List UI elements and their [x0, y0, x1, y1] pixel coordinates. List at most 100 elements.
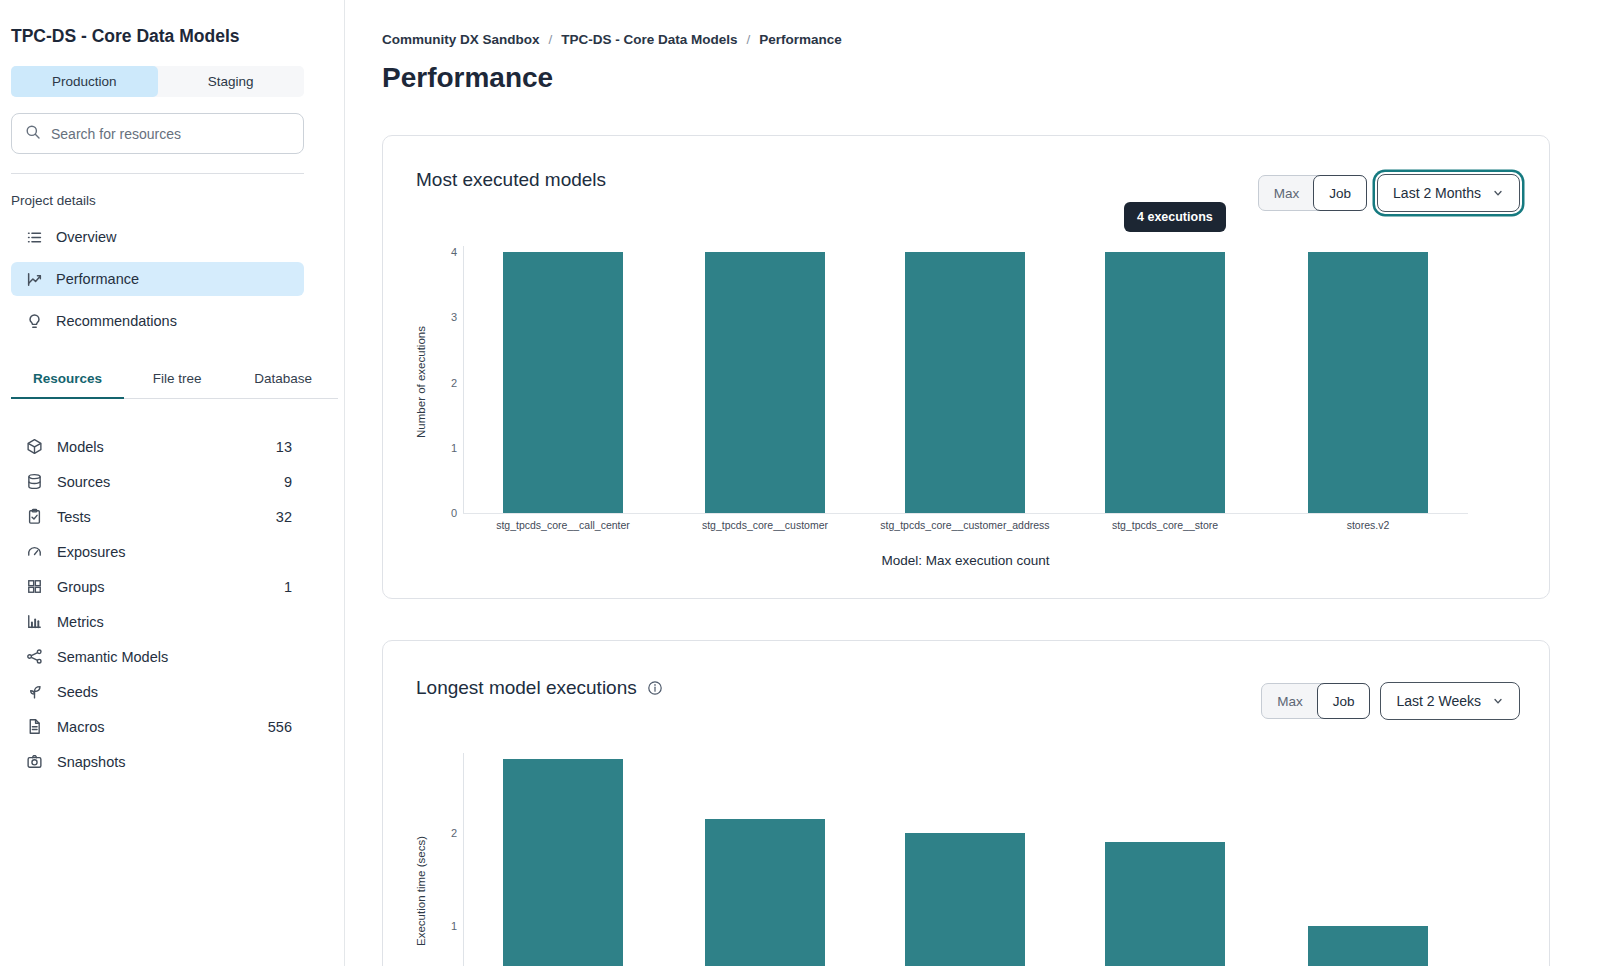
page-title: Performance: [382, 61, 1551, 95]
document-icon: [26, 718, 43, 735]
resource-count: 32: [276, 509, 292, 525]
resource-row-snapshots[interactable]: Snapshots: [11, 744, 304, 779]
card-title-text: Most executed models: [416, 167, 606, 193]
app-window: TPC-DS - Core Data Models Production Sta…: [0, 0, 1621, 966]
chevron-down-icon: [1492, 187, 1504, 199]
clipboard-check-icon: [26, 508, 43, 525]
resource-count: 13: [276, 439, 292, 455]
sidebar-item-recommendations[interactable]: Recommendations: [11, 304, 304, 338]
y-tick-label: 0: [383, 506, 457, 520]
y-tick-label: 2: [383, 376, 457, 390]
tab-database[interactable]: Database: [230, 371, 336, 398]
bar[interactable]: [1308, 926, 1428, 966]
card-controls: Max Job Last 2 Months: [1258, 174, 1520, 212]
y-tick-label: 1: [383, 441, 457, 455]
line-chart-icon: [26, 271, 43, 288]
resource-label: Snapshots: [57, 754, 292, 770]
longest-model-executions-card: Longest model executions Max Job Last 2 …: [382, 640, 1550, 966]
max-button[interactable]: Max: [1259, 176, 1315, 210]
x-axis-line: [463, 513, 1468, 514]
gauge-icon: [26, 543, 43, 560]
x-category-label: stg_tpcds_core__customer_address: [865, 519, 1065, 531]
main-content: Community DX Sandbox / TPC-DS - Core Dat…: [345, 0, 1621, 966]
sidebar-item-label: Performance: [56, 271, 139, 287]
search-box[interactable]: [11, 113, 304, 154]
resource-row-macros[interactable]: Macros 556: [11, 709, 304, 744]
card-title: Most executed models: [416, 167, 606, 193]
bar[interactable]: [905, 833, 1025, 966]
max-button-label: Max: [1274, 186, 1300, 201]
resource-label: Seeds: [57, 684, 292, 700]
sidebar: TPC-DS - Core Data Models Production Sta…: [0, 0, 345, 966]
resource-row-seeds[interactable]: Seeds: [11, 674, 304, 709]
job-button-label: Job: [1329, 186, 1351, 201]
breadcrumb-link-project[interactable]: TPC-DS - Core Data Models: [561, 33, 737, 47]
tab-resources-label: Resources: [33, 371, 102, 386]
resource-label: Sources: [57, 474, 284, 490]
resource-label: Macros: [57, 719, 268, 735]
tab-production[interactable]: Production: [11, 66, 158, 97]
tab-file-tree[interactable]: File tree: [124, 371, 230, 398]
resource-row-groups[interactable]: Groups 1: [11, 569, 304, 604]
max-button[interactable]: Max: [1262, 684, 1318, 718]
y-tick-label: 4: [383, 245, 457, 259]
resource-label: Exposures: [57, 544, 292, 560]
job-button-label: Job: [1333, 694, 1355, 709]
bar-chart-icon: [26, 613, 43, 630]
chart-tooltip: 4 executions: [1124, 202, 1226, 232]
search-icon: [25, 124, 41, 144]
project-nav: Overview Performance Recommendations: [11, 220, 304, 338]
bar[interactable]: [705, 252, 825, 513]
bar[interactable]: [705, 819, 825, 966]
bar[interactable]: [1105, 252, 1225, 513]
breadcrumb-link-account[interactable]: Community DX Sandbox: [382, 33, 540, 47]
card-title: Longest model executions: [416, 675, 663, 701]
max-job-toggle: Max Job: [1261, 683, 1370, 719]
bar[interactable]: [503, 252, 623, 513]
tab-file-tree-label: File tree: [153, 371, 202, 386]
tab-resources[interactable]: Resources: [11, 371, 124, 398]
info-icon[interactable]: [647, 680, 663, 696]
resource-count: 9: [284, 474, 292, 490]
breadcrumb-separator: /: [747, 33, 751, 47]
resource-view-tabs: Resources File tree Database: [11, 371, 338, 399]
tab-staging[interactable]: Staging: [158, 66, 305, 97]
x-axis-title: Model: Max execution count: [463, 553, 1468, 568]
bar[interactable]: [1308, 252, 1428, 513]
database-icon: [26, 473, 43, 490]
resource-row-semantic-models[interactable]: Semantic Models: [11, 639, 304, 674]
card-title-text: Longest model executions: [416, 675, 637, 701]
x-category-label: stg_tpcds_core__customer: [665, 519, 865, 531]
cube-icon: [26, 438, 43, 455]
search-input[interactable]: [51, 126, 290, 142]
environment-tabs: Production Staging: [11, 66, 304, 97]
seedling-icon: [26, 683, 43, 700]
max-button-label: Max: [1277, 694, 1303, 709]
x-category-label: stg_tpcds_core__store: [1065, 519, 1265, 531]
date-range-dropdown[interactable]: Last 2 Weeks: [1380, 682, 1520, 720]
bar[interactable]: [503, 759, 623, 966]
job-button[interactable]: Job: [1317, 683, 1371, 719]
date-range-dropdown[interactable]: Last 2 Months: [1377, 174, 1520, 212]
most-executed-models-card: Most executed models Max Job Last 2 Mont…: [382, 135, 1550, 599]
date-range-value: Last 2 Weeks: [1396, 693, 1481, 709]
bar[interactable]: [1105, 842, 1225, 966]
divider: [11, 173, 304, 174]
bar[interactable]: [905, 252, 1025, 513]
resource-row-metrics[interactable]: Metrics: [11, 604, 304, 639]
resource-label: Tests: [57, 509, 276, 525]
tab-database-label: Database: [254, 371, 312, 386]
node-graph-icon: [26, 648, 43, 665]
resource-row-models[interactable]: Models 13: [11, 429, 304, 464]
resource-row-sources[interactable]: Sources 9: [11, 464, 304, 499]
tab-staging-label: Staging: [208, 74, 254, 89]
sidebar-item-label: Overview: [56, 229, 116, 245]
y-tick-label: 2: [383, 826, 457, 840]
y-tick-label: 3: [383, 310, 457, 324]
resource-row-tests[interactable]: Tests 32: [11, 499, 304, 534]
sidebar-item-overview[interactable]: Overview: [11, 220, 304, 254]
resource-row-exposures[interactable]: Exposures: [11, 534, 304, 569]
job-button[interactable]: Job: [1313, 175, 1367, 211]
list-icon: [26, 229, 43, 246]
sidebar-item-performance[interactable]: Performance: [11, 262, 304, 296]
